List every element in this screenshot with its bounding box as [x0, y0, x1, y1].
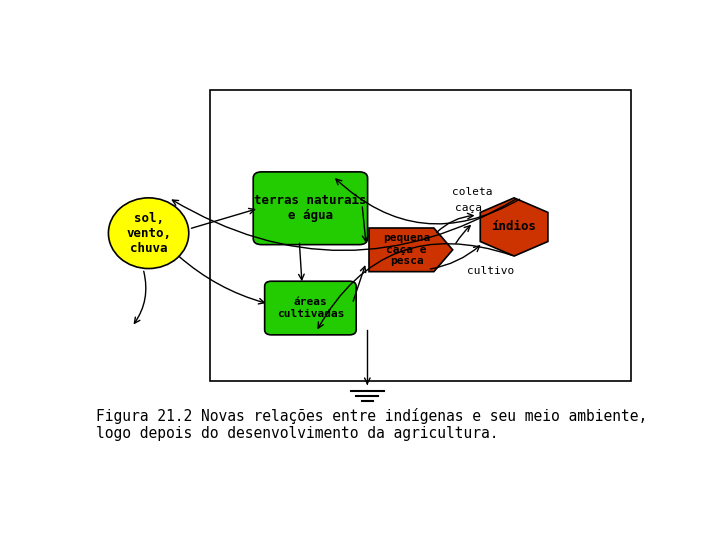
FancyBboxPatch shape	[253, 172, 368, 245]
Text: coleta: coleta	[451, 187, 492, 197]
Text: áreas
cultivadas: áreas cultivadas	[276, 297, 344, 319]
Polygon shape	[369, 228, 453, 272]
Text: índios: índios	[492, 220, 536, 233]
Text: terras naturais
e água: terras naturais e água	[254, 194, 366, 222]
Text: pequena
caça e
pesca: pequena caça e pesca	[383, 233, 431, 266]
Bar	[210, 90, 631, 381]
Text: caça: caça	[456, 203, 482, 213]
Polygon shape	[480, 198, 548, 256]
Text: Figura 21.2 Novas relações entre indígenas e seu meio ambiente,
logo depois do d: Figura 21.2 Novas relações entre indígen…	[96, 408, 647, 441]
Ellipse shape	[109, 198, 189, 268]
Text: cultivo: cultivo	[467, 266, 514, 275]
FancyBboxPatch shape	[265, 281, 356, 335]
Text: sol,
vento,
chuva: sol, vento, chuva	[126, 212, 171, 255]
